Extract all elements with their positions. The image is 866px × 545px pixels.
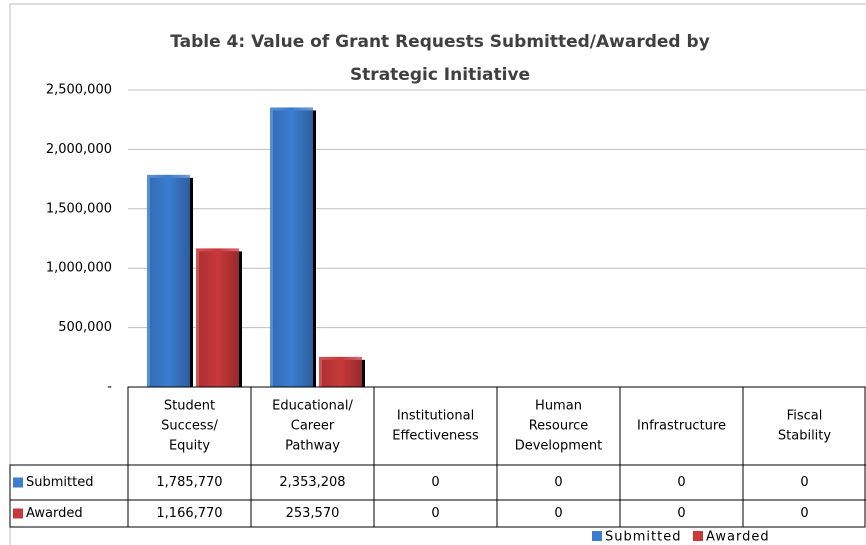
x-tick-label: Pathway (285, 439, 340, 454)
bar (319, 356, 362, 387)
bar (147, 174, 190, 387)
bar (196, 248, 239, 387)
x-tick-label: Human (535, 399, 582, 414)
x-tick-label: Success/ (161, 419, 218, 434)
legend-label: Awarded (26, 506, 83, 521)
table-cell: 1,785,770 (156, 475, 222, 490)
chart-frame (9, 3, 866, 545)
table-cell: 0 (554, 506, 562, 521)
legend-label: Submitted (26, 475, 93, 490)
x-tick-label: Institutional (397, 409, 474, 424)
y-tick-label: 2,000,000 (46, 142, 112, 157)
x-tick-label: Student (164, 399, 215, 414)
chart-title: Table 4: Value of Grant Requests Submitt… (170, 32, 710, 52)
legend-key (592, 531, 602, 541)
table-cell: 0 (431, 475, 439, 490)
y-tick-label: - (107, 380, 112, 395)
x-tick-label: Stability (778, 429, 832, 444)
x-tick-label: Development (515, 439, 603, 454)
legend-key (13, 477, 23, 488)
x-tick-label: Infrastructure (637, 419, 726, 434)
table-cell: 0 (431, 506, 439, 521)
table-cell: 0 (800, 475, 808, 490)
x-tick-label: Resource (529, 419, 589, 434)
y-tick-label: 1,000,000 (46, 261, 112, 276)
x-tick-label: Educational/ (272, 399, 353, 414)
x-tick-label: Fiscal (787, 409, 823, 424)
legend-label: Awarded (706, 530, 770, 545)
bar (270, 107, 313, 387)
y-tick-label: 2,500,000 (46, 83, 112, 98)
legend-key (693, 531, 703, 541)
chart-title: Strategic Initiative (350, 65, 530, 85)
table-cell: 0 (677, 506, 685, 521)
table-cell: 2,353,208 (279, 475, 345, 490)
x-tick-label: Equity (169, 439, 210, 454)
y-tick-label: 1,500,000 (46, 201, 112, 216)
table-cell: 253,570 (286, 506, 340, 521)
x-tick-label: Effectiveness (392, 429, 479, 444)
legend-label: Submitted (605, 530, 681, 545)
y-tick-label: 500,000 (58, 320, 112, 335)
table-cell: 0 (677, 475, 685, 490)
x-tick-label: Career (291, 419, 335, 434)
table-cell: 1,166,770 (156, 506, 222, 521)
table-cell: 0 (554, 475, 562, 490)
table-cell: 0 (800, 506, 808, 521)
legend-key (13, 508, 23, 519)
